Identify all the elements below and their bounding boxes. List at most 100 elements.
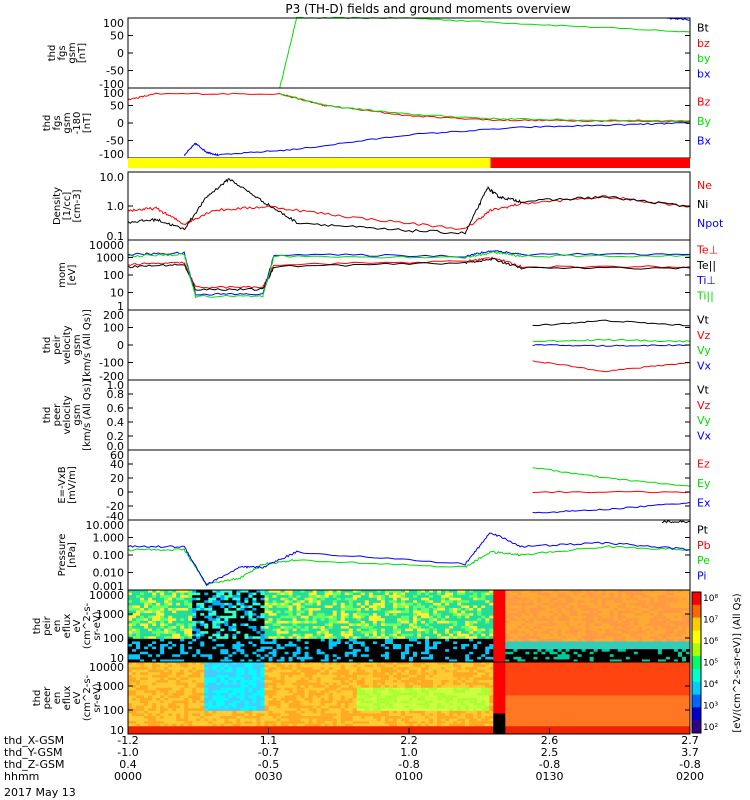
spectrogram-cell xyxy=(541,644,546,647)
spectrogram-cell xyxy=(685,608,691,611)
spectrogram-cell xyxy=(621,651,627,655)
spectrogram-cell xyxy=(276,595,281,599)
spectrogram-cell xyxy=(449,626,454,629)
spectrogram-cell xyxy=(617,638,623,642)
spectrogram-cell xyxy=(324,633,330,637)
spectrogram-cell xyxy=(589,651,595,655)
spectrogram-cell xyxy=(200,600,205,604)
spectrogram-cell xyxy=(244,597,249,601)
spectrogram-cell xyxy=(196,674,201,678)
spectrogram-cell xyxy=(473,605,478,609)
spectrogram-cell xyxy=(525,590,530,593)
y-tick-label: 10.0 xyxy=(100,171,125,184)
spectrogram-cell xyxy=(200,590,205,593)
spectrogram-cell xyxy=(160,690,165,694)
spectrogram-cell xyxy=(513,608,518,611)
spectrogram-cell xyxy=(629,659,635,663)
spectrogram-cell xyxy=(581,608,587,611)
spectrogram-cell xyxy=(236,700,241,704)
spectrogram-cell xyxy=(304,659,310,663)
spectrogram-cell xyxy=(208,721,213,725)
spectrogram-cell xyxy=(160,644,165,647)
spectrogram-cell xyxy=(340,615,346,619)
spectrogram-cell xyxy=(140,659,145,663)
spectrogram-cell xyxy=(525,602,530,606)
spectrogram-cell xyxy=(192,602,197,606)
spectrogram-cell xyxy=(296,656,302,660)
spectrogram-cell xyxy=(132,731,137,735)
spectrogram-cell xyxy=(264,656,269,660)
spectrogram-cell xyxy=(489,656,494,660)
spectrogram-cell xyxy=(573,651,578,655)
spectrogram-cell xyxy=(312,592,318,596)
spectrogram-cell xyxy=(252,623,257,627)
spectrogram-cell xyxy=(164,726,169,730)
y-axis-label-line: [nPa] xyxy=(67,542,78,568)
spectrogram-cell xyxy=(368,592,374,596)
spectrogram-cell xyxy=(581,590,587,593)
spectrogram-cell xyxy=(561,602,566,606)
spectrogram-cell xyxy=(304,628,310,632)
spectrogram-cell xyxy=(541,638,546,642)
spectrogram-cell xyxy=(493,654,498,658)
spectrogram-cell xyxy=(629,597,635,601)
spectrogram-cell xyxy=(429,592,434,596)
spectrogram-cell xyxy=(477,605,482,609)
spectrogram-cell xyxy=(469,590,474,593)
spectrogram-cell xyxy=(176,662,181,665)
spectrogram-cell xyxy=(156,692,161,696)
spectrogram-cell xyxy=(396,628,402,632)
spectrogram-cell xyxy=(573,656,578,660)
spectrogram-cell xyxy=(316,613,322,617)
spectrogram-cell xyxy=(557,623,562,627)
spectrogram-cell xyxy=(196,690,201,694)
spectrogram-cell xyxy=(216,626,221,629)
spectrogram-cell xyxy=(268,618,273,622)
spectrogram-cell xyxy=(649,659,655,663)
spectrogram-cell xyxy=(152,602,157,606)
spectrogram-cell xyxy=(384,641,390,645)
spectrogram-cell xyxy=(244,695,249,699)
spectrogram-cell xyxy=(200,674,205,678)
spectrogram-cell xyxy=(561,613,566,617)
spectrogram-cell xyxy=(461,615,466,619)
spectrogram-cell xyxy=(304,600,310,604)
spectrogram-cell xyxy=(360,600,366,604)
spectrogram-cell xyxy=(136,597,141,601)
spectrogram-cell xyxy=(240,628,245,632)
spectrogram-cell xyxy=(192,664,197,668)
spectrogram-cell xyxy=(649,600,655,604)
spectrogram-cell xyxy=(192,713,197,717)
spectrogram-cell xyxy=(232,638,237,642)
spectrogram-cell xyxy=(312,656,318,660)
panel-frame xyxy=(127,519,691,591)
spectrogram-cell xyxy=(348,602,354,606)
spectrogram-cell xyxy=(364,644,370,647)
spectrogram-cell xyxy=(164,646,169,650)
spectrogram-cell xyxy=(565,646,570,650)
spectrogram-cell xyxy=(585,649,591,653)
spectrogram-cell xyxy=(276,608,281,611)
spectrogram-cell xyxy=(204,731,209,735)
legend-Vz: Vz xyxy=(697,399,711,412)
spectrogram-cell xyxy=(168,708,173,712)
spectrogram-cell xyxy=(316,590,322,593)
spectrogram-cell xyxy=(312,649,318,653)
spectrogram-cell xyxy=(437,623,442,627)
spectrogram-cell xyxy=(156,608,161,611)
spectrogram-cell xyxy=(280,615,285,619)
spectrogram-cell xyxy=(573,610,578,614)
spectrogram-cell xyxy=(168,641,173,645)
spectrogram-cell xyxy=(433,641,438,645)
spectrogram-cell xyxy=(593,649,599,653)
spectrogram-cell xyxy=(461,656,466,660)
spectrogram-cell xyxy=(288,633,293,637)
spectrogram-cell xyxy=(232,597,237,601)
spectrogram-cell xyxy=(376,597,382,601)
spectrogram-cell xyxy=(216,687,221,691)
spectrogram-cell xyxy=(204,610,209,614)
spectrogram-cell xyxy=(545,615,550,619)
spectrogram-cell xyxy=(316,618,322,622)
spectrogram-cell xyxy=(140,723,145,727)
spectrogram-cell xyxy=(433,649,438,653)
